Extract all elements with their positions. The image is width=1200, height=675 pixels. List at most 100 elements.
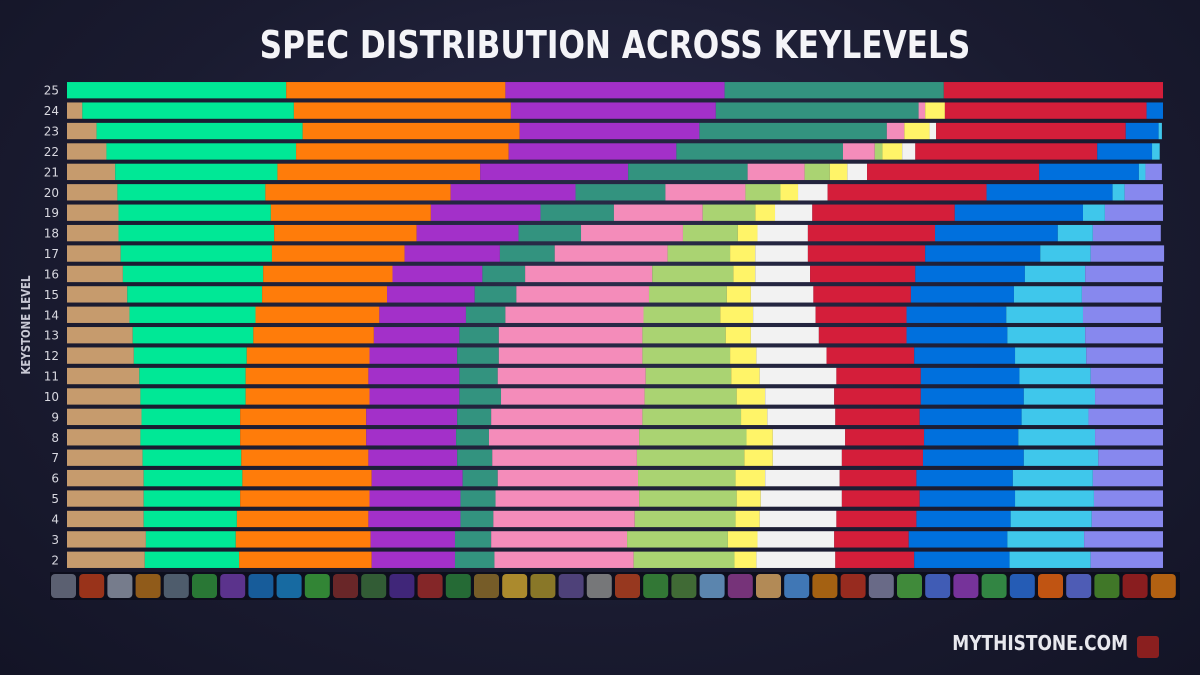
bar-segment <box>1097 143 1153 160</box>
bar-segment <box>919 408 1022 426</box>
bar-segment <box>924 429 1019 446</box>
bar-segment <box>456 429 489 446</box>
bar-segment <box>1138 163 1146 181</box>
bar-segment <box>765 469 840 487</box>
bar-segment <box>82 102 294 119</box>
bar-segment <box>241 449 369 466</box>
spec-icon <box>530 574 556 598</box>
bar-segment <box>804 163 830 181</box>
bar-segment <box>753 306 816 323</box>
spec-icon <box>558 574 584 598</box>
bar-segment <box>492 449 637 466</box>
y-tick-label: 25 <box>44 84 59 98</box>
spec-icon <box>361 574 387 598</box>
bar-segment <box>457 408 492 426</box>
bar-segment <box>143 510 237 528</box>
bar-segment <box>277 163 481 181</box>
bar-segment <box>1090 245 1165 262</box>
bar-segment <box>67 469 144 487</box>
spec-icon <box>1150 574 1176 598</box>
spec-icon <box>79 574 105 598</box>
bar-segment <box>122 265 264 283</box>
bar-segment <box>454 551 495 568</box>
bar-segment <box>67 163 116 181</box>
bar-segment <box>366 429 457 446</box>
bar-segment <box>757 531 835 548</box>
bar-segment <box>922 449 1024 466</box>
bar-segment <box>914 347 1016 364</box>
bar-segment <box>755 245 808 262</box>
spec-icon <box>333 574 358 598</box>
bar-segment <box>240 408 367 426</box>
y-tick-label: 14 <box>44 308 59 322</box>
bar-segment <box>1023 388 1096 405</box>
bar-segment <box>634 510 736 528</box>
chart-title: SPEC DISTRIBUTION ACROSS KEYLEVELS <box>260 24 971 68</box>
bar-segment <box>67 510 144 528</box>
bar-segment <box>145 531 236 548</box>
bar-segment <box>731 367 760 385</box>
spec-icon <box>586 574 612 598</box>
bar-segment <box>845 429 925 446</box>
y-axis-label: KEYSTONE LEVEL <box>19 275 33 374</box>
bar-segment <box>366 408 458 426</box>
bar-segment <box>736 490 761 507</box>
bar-segment <box>120 245 272 262</box>
spec-icon <box>953 574 979 598</box>
bar-segment <box>516 286 649 303</box>
bar-segment <box>639 490 737 507</box>
bar-segment <box>132 327 254 344</box>
bar-segment <box>727 531 758 548</box>
bar-segment <box>239 551 372 568</box>
bar-segment <box>140 388 246 405</box>
y-tick-label: 2 <box>51 553 59 567</box>
spec-icon <box>192 574 217 598</box>
bar-segment <box>736 388 766 405</box>
bar-segment <box>925 102 945 119</box>
spec-icon <box>1066 574 1092 598</box>
bar-segment <box>1024 265 1086 283</box>
bar-segment <box>474 286 517 303</box>
spec-icon <box>812 574 838 598</box>
spec-icon <box>756 574 781 598</box>
bar-segment <box>836 367 921 385</box>
bar-segment <box>115 163 278 181</box>
bar-segment <box>914 551 1010 568</box>
bar-segment <box>497 469 639 487</box>
bar-segment <box>1082 204 1105 221</box>
bar-segment <box>67 143 107 160</box>
bar-segment <box>67 224 119 242</box>
bar-segment <box>274 224 417 242</box>
bar-segment <box>501 388 645 405</box>
bar-segment <box>142 449 242 466</box>
spec-icon <box>643 574 669 598</box>
bar-segment <box>750 286 814 303</box>
bar-segment <box>737 224 758 242</box>
bar-segment <box>296 143 509 160</box>
bar-segment <box>369 490 461 507</box>
bar-segment <box>699 122 887 140</box>
bar-segment <box>141 408 241 426</box>
bar-segment <box>906 306 1007 323</box>
spec-icon <box>868 574 894 598</box>
bar-segment <box>720 306 754 323</box>
bar-segment <box>235 531 371 548</box>
bar-segment <box>682 224 738 242</box>
bar-segment <box>874 143 883 160</box>
bar-segment <box>798 184 828 201</box>
bar-segment <box>916 510 1011 528</box>
bar-segment <box>725 327 751 344</box>
bar-segment <box>772 449 842 466</box>
bar-segment <box>920 367 1020 385</box>
bar-segment <box>741 408 768 426</box>
bar-segment <box>1125 122 1159 140</box>
bar-segment <box>815 306 907 323</box>
bar-segment <box>1039 163 1139 181</box>
spec-icon <box>502 574 528 598</box>
bar-segment <box>772 429 846 446</box>
bar-segment <box>67 347 134 364</box>
bar-segment <box>246 347 370 364</box>
bar-segment <box>724 82 944 99</box>
y-tick-label: 12 <box>44 349 59 363</box>
y-tick-label: 13 <box>44 329 59 343</box>
